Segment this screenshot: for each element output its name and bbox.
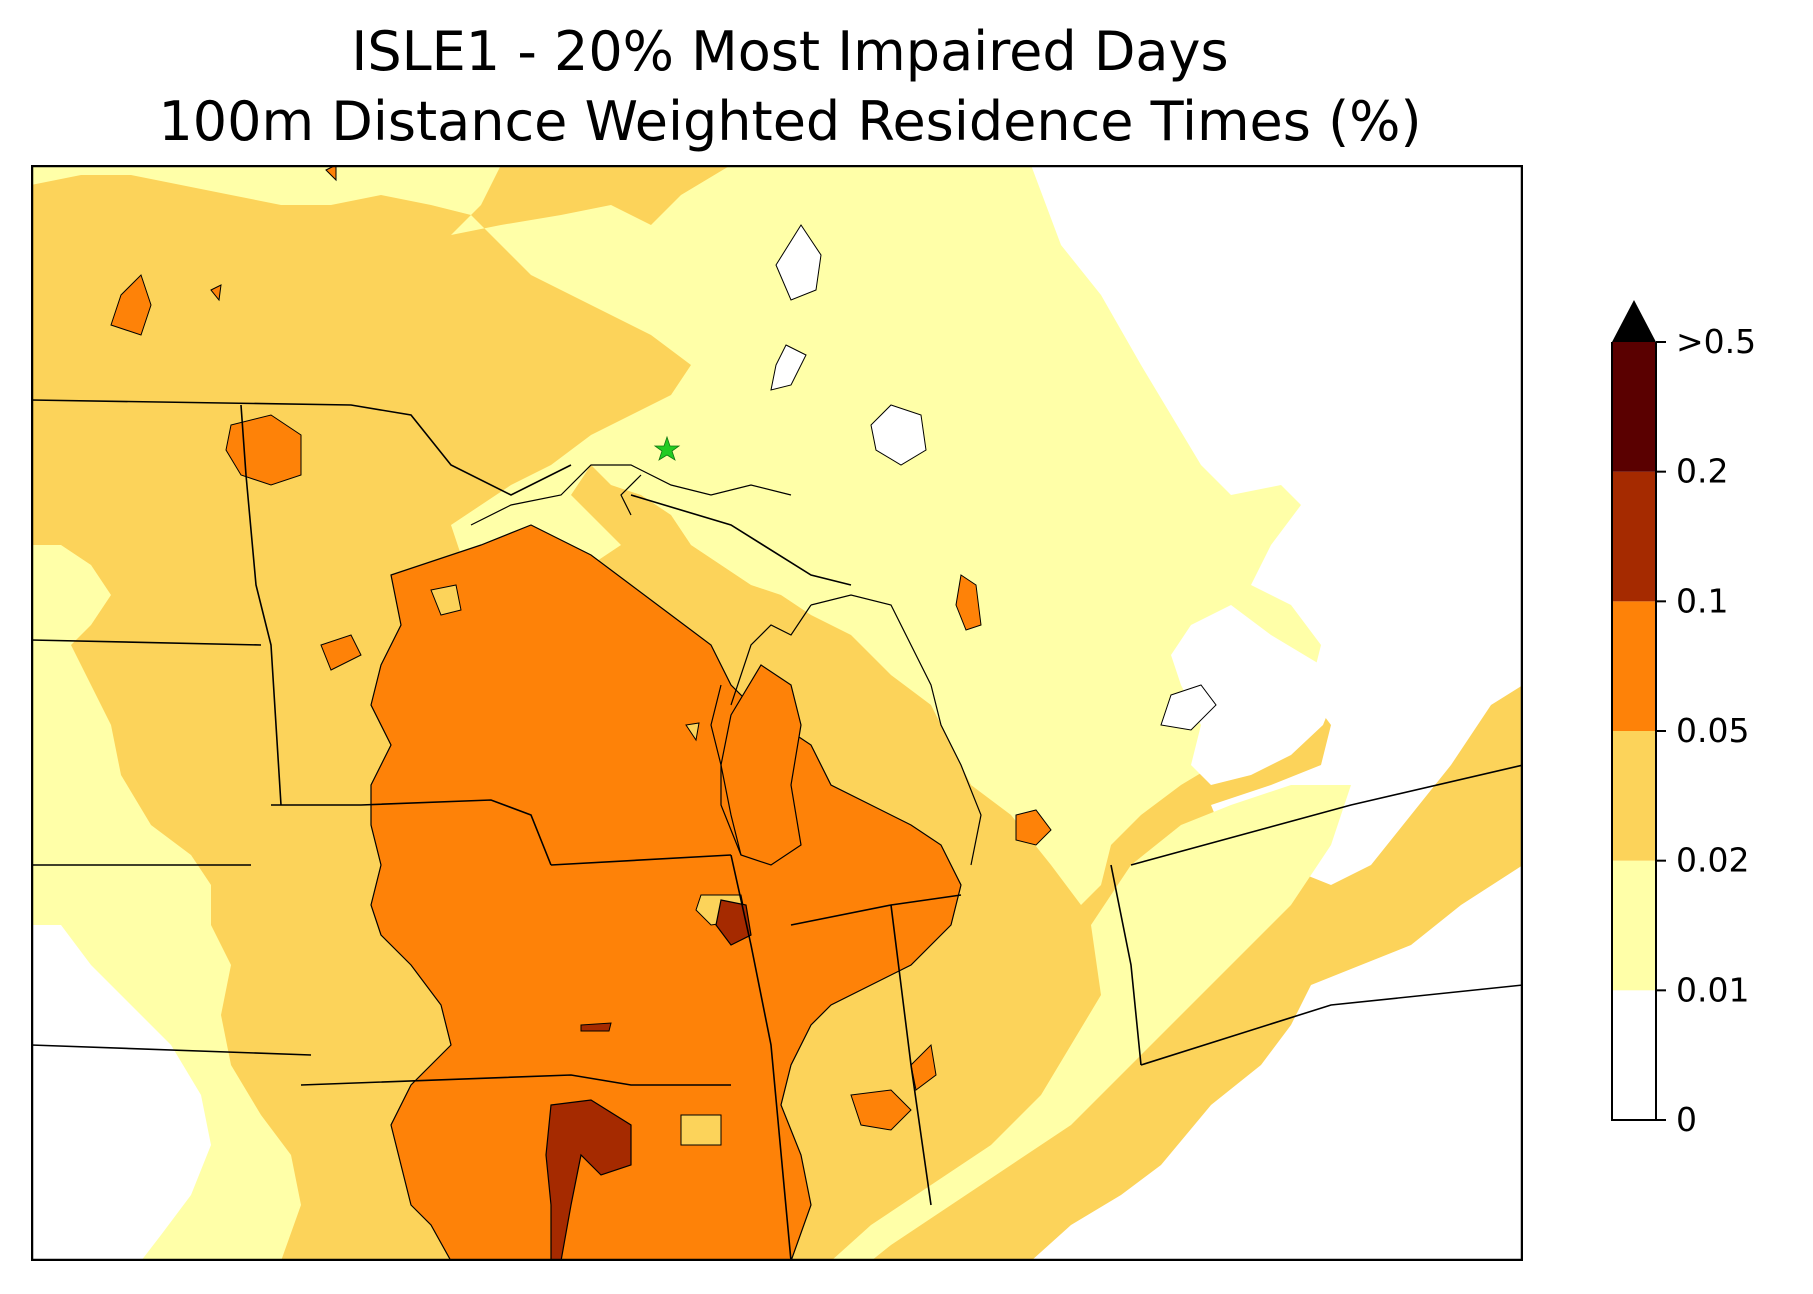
yellow-hole-1 [430, 584, 462, 616]
white-hole-1 [775, 224, 822, 301]
colorbar-tick-label: 0.02 [1676, 841, 1749, 880]
colorbar-tick-label: >0.5 [1676, 322, 1756, 361]
contour-band-0-east-core [1171, 605, 1331, 785]
contour-band-0.1-blob-1 [545, 1099, 632, 1261]
lake-outlines [470, 464, 982, 866]
colorbar: 0 0.01 0.02 0.05 0.1 0.2 >0.5 [1611, 300, 1756, 1139]
contour-band-0.05-lake [720, 664, 802, 866]
colorbar-tick-label: 0 [1676, 1100, 1697, 1139]
yellow-hole-3 [680, 1114, 722, 1146]
colorbar-band [1612, 471, 1656, 602]
colorbar-band [1612, 731, 1656, 861]
orange-blob-8 [325, 165, 337, 182]
orange-blob-6 [850, 1089, 912, 1131]
colorbar-band [1612, 601, 1656, 731]
contour-band-0-southwest-core [31, 925, 211, 1261]
white-hole-3 [870, 404, 927, 466]
white-hole-2 [770, 344, 807, 391]
white-hole-4 [1160, 684, 1217, 731]
colorbar-tick-label: 0.2 [1676, 452, 1728, 491]
colorbar-band [1612, 342, 1656, 472]
colorbar-band [1612, 990, 1656, 1120]
orange-blob-3 [320, 634, 362, 671]
colorbar-extend-arrow [1612, 300, 1656, 342]
contour-band-0.01-southeast [831, 785, 1351, 1261]
chart-title-line1: ISLE1 - 20% Most Impaired Days [351, 20, 1229, 83]
colorbar-tick-label: 0.1 [1676, 581, 1728, 620]
colorbar-band [1612, 860, 1656, 991]
chart-title-line2: 100m Distance Weighted Residence Times (… [158, 90, 1422, 153]
colorbar-tick-label: 0.01 [1676, 970, 1749, 1009]
state-boundaries [31, 399, 1523, 1261]
orange-blob-4 [955, 574, 982, 631]
monitoring-site-star-icon [653, 435, 681, 461]
orange-blob-9 [210, 284, 222, 302]
contour-band-0.1-blob-3 [580, 1022, 612, 1032]
map-frame [31, 165, 1523, 1261]
orange-blob-7 [910, 1043, 937, 1091]
contour-band-0.01-north [31, 165, 1321, 905]
yellow-hole-4 [685, 722, 700, 742]
colorbar-tick-label: 0.05 [1676, 711, 1749, 750]
orange-blob-5 [1015, 809, 1052, 846]
colorbar-labels: 0 0.01 0.02 0.05 0.1 0.2 >0.5 [1656, 322, 1756, 1139]
contour-band-0-southeast-core [1091, 885, 1523, 1261]
orange-blob-1 [110, 274, 152, 336]
colorbar-body [1611, 300, 1657, 1121]
residence-time-map [31, 165, 1523, 1261]
